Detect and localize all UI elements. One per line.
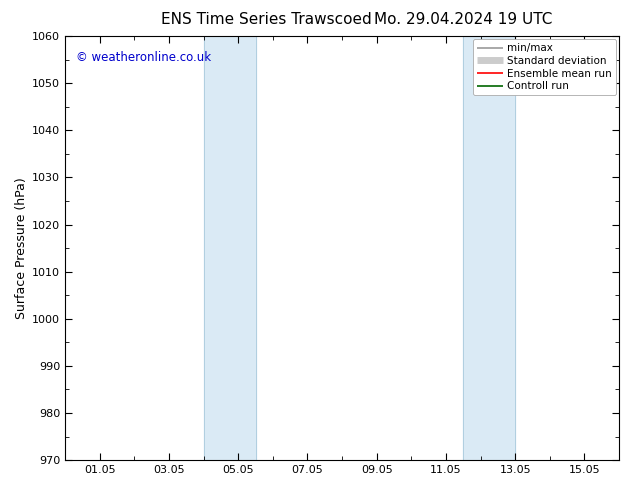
Text: ENS Time Series Trawscoed: ENS Time Series Trawscoed [161, 12, 372, 27]
Y-axis label: Surface Pressure (hPa): Surface Pressure (hPa) [15, 177, 28, 319]
Text: © weatheronline.co.uk: © weatheronline.co.uk [76, 51, 211, 64]
Legend: min/max, Standard deviation, Ensemble mean run, Controll run: min/max, Standard deviation, Ensemble me… [472, 39, 616, 96]
Bar [463, 36, 515, 460]
Bar [204, 36, 256, 460]
Text: Mo. 29.04.2024 19 UTC: Mo. 29.04.2024 19 UTC [373, 12, 552, 27]
